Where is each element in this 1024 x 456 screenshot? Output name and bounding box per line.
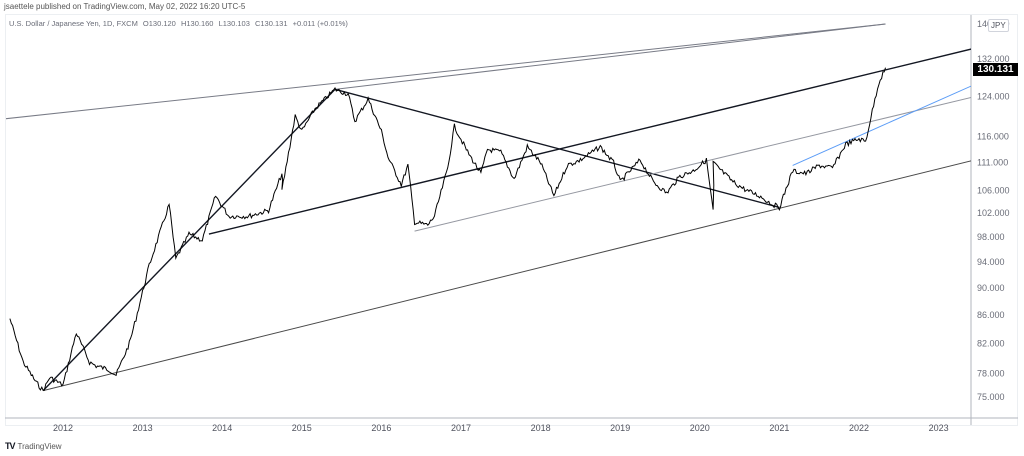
legend-high: H130.160 [180,19,214,28]
decline-2015-2021[interactable] [334,88,780,209]
time-axis-label: 2021 [769,423,789,433]
time-axis-labels[interactable]: 2012 2013 2014 2015 2016 2017 2018 2019 2020 2021… [53,423,949,433]
time-axis-label: 2019 [610,423,630,433]
legend-change: +0.011 (+0.01%) [292,19,348,28]
time-axis-label: 2020 [690,423,710,433]
price-axis-label: 124.000 [977,92,1010,102]
blue-2021-trendline[interactable] [792,80,985,166]
time-axis-label: 2018 [531,423,551,433]
rise-2012-2015[interactable] [42,88,336,392]
price-axis-label: 90.000 [977,283,1005,293]
time-axis-label: 2012 [53,423,73,433]
price-axis-label: 116.000 [977,131,1009,141]
parallel-2016-line[interactable] [414,94,985,232]
time-axis-label: 2023 [929,423,949,433]
rising-trendline-2013-2022[interactable] [208,46,985,235]
upper-channel-line-2[interactable] [334,23,886,90]
upper-channel-line-1[interactable] [0,23,886,121]
time-axis-label: 2013 [133,423,153,433]
time-axis-label: 2015 [292,423,312,433]
time-axis-label: 2014 [212,423,232,433]
tradingview-logo[interactable]: TV TradingView [5,441,62,451]
legend-open: O130.120 [142,19,176,28]
currency-badge[interactable]: JPY [988,19,1009,32]
legend-low: L130.103 [218,19,250,28]
price-axis-label: 111.000 [977,158,1008,168]
publisher-line: jsaettele published on TradingView.com, … [4,2,246,11]
price-axis-labels[interactable]: 140.000132.000124.000116.000111.000106.0… [977,19,1010,402]
price-axis-label: 86.000 [977,310,1005,320]
price-series-line [9,67,886,391]
legend-symbol: U.S. Dollar / Japanese Yen, 1D, FXCM [9,19,138,28]
time-axis-label: 2022 [849,423,869,433]
lower-channel-line[interactable] [42,157,985,392]
price-axis-label: 75.000 [977,392,1005,402]
time-axis-label: 2017 [451,423,471,433]
legend-close: C130.131 [254,19,288,28]
tradingview-logo-text: TradingView [17,441,62,451]
last-price-tag: 130.131 [973,63,1018,76]
price-axis-label: 78.000 [977,369,1005,379]
symbol-legend[interactable]: U.S. Dollar / Japanese Yen, 1D, FXCM O13… [9,19,351,28]
price-axis-label: 102.000 [977,208,1010,218]
price-axis-label: 106.000 [977,185,1010,195]
price-axis-label: 82.000 [977,339,1005,349]
trendline-drawings[interactable] [0,23,985,392]
chart-frame[interactable] [5,14,1018,426]
tradingview-logo-icon: TV [5,441,15,451]
price-axis-label: 132.000 [977,54,1010,64]
price-axis-label: 98.000 [977,232,1005,242]
price-axis-label: 94.000 [977,257,1005,267]
time-axis-label: 2016 [371,423,391,433]
